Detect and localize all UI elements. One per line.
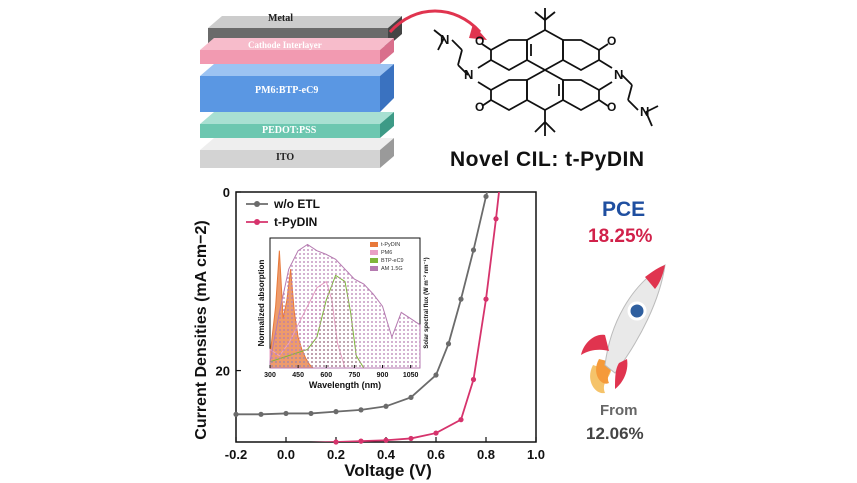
inset-x-axis-label: Wavelength (nm): [309, 380, 381, 390]
inset-legend-label: BTP-eC9: [381, 258, 404, 264]
jv-data-point: [258, 411, 264, 417]
jv-data-point: [333, 409, 339, 415]
atom-n-chain-left: N: [440, 32, 450, 47]
inset-series-area: [269, 243, 421, 369]
jv-data-point: [470, 247, 477, 253]
inset-legend-swatch: [370, 266, 378, 271]
pce-title: PCE: [602, 198, 646, 221]
layer-label-metal: Metal: [268, 13, 293, 24]
jv-data-point: [483, 296, 489, 302]
jv-y-tick-label: 20: [216, 364, 230, 379]
jv-y-axis-label: Current Densities (mA cm−2): [193, 220, 210, 439]
jv-data-point: [445, 341, 452, 347]
inset-x-tick-label: 300: [264, 372, 276, 379]
molecule-title: Novel CIL: t-PyDIN: [450, 148, 645, 171]
jv-data-point: [483, 193, 489, 200]
jv-x-tick-label: -0.2: [225, 447, 247, 462]
inset-legend-swatch: [370, 250, 378, 255]
layer-label-active: PM6:BTP-eC9: [255, 85, 319, 96]
jv-data-point: [358, 438, 364, 444]
jv-x-tick-label: 0.0: [277, 447, 295, 462]
jv-data-point: [408, 394, 414, 400]
layer-pedot: [200, 112, 394, 138]
inset-legend-swatch: [370, 242, 378, 247]
jv-legend-label: t-PyDIN: [274, 215, 317, 229]
inset-legend-swatch: [370, 258, 378, 263]
layer-active: [200, 64, 394, 112]
jv-data-point: [408, 435, 414, 442]
atom-o-3: O: [607, 34, 617, 48]
jv-legend-label: w/o ETL: [273, 197, 320, 211]
layer-ito: [200, 138, 394, 168]
pce-value: 18.25%: [588, 226, 653, 247]
jv-data-point: [458, 296, 464, 302]
jv-x-tick-label: 0.8: [477, 447, 495, 462]
inset-x-tick-label: 600: [320, 372, 332, 379]
inset-legend-label: t-PyDIN: [381, 242, 400, 248]
jv-data-point: [470, 376, 477, 383]
atom-n-right: N: [614, 67, 624, 82]
jv-series-line: [236, 192, 489, 416]
inset-legend-label: PM6: [381, 250, 392, 256]
layer-label-cathode: Cathode Interlayer: [248, 40, 322, 50]
jv-data-point: [493, 216, 499, 222]
atom-o-4: O: [607, 100, 617, 114]
jv-x-tick-label: 0.6: [427, 447, 445, 462]
device-stack: [200, 16, 402, 168]
atom-n-chain-right: N: [640, 104, 650, 119]
curved-arrow-icon: [388, 9, 487, 40]
inset-x-tick-label: 450: [292, 372, 304, 379]
jv-data-point: [233, 411, 239, 417]
jv-data-point: [433, 430, 439, 436]
jv-data-point: [308, 410, 314, 417]
jv-data-point: [458, 417, 464, 423]
jv-legend-marker: [254, 219, 260, 225]
inset-y2-axis-label: Solar spectral flux (W m⁻² nm⁻¹): [423, 257, 430, 348]
jv-series-line: [285, 192, 500, 442]
inset-x-tick-label: 750: [349, 372, 361, 379]
inset-x-tick-label: 1050: [403, 372, 419, 379]
atom-o-1: O: [475, 34, 485, 48]
jv-data-point: [283, 410, 289, 417]
jv-legend-marker: [254, 201, 260, 207]
jv-data-point: [383, 403, 389, 409]
jv-x-tick-label: 0.4: [377, 447, 396, 462]
inset-x-tick-label: 900: [377, 372, 389, 379]
layer-label-ito: ITO: [276, 152, 295, 163]
jv-data-point: [433, 372, 439, 378]
from-label: From: [600, 402, 638, 419]
inset-legend-label: AM 1.5G: [381, 266, 403, 272]
from-value: 12.06%: [586, 424, 644, 443]
atom-o-2: O: [475, 100, 485, 114]
layer-cathode-interlayer: [200, 38, 394, 64]
layer-label-pedot: PEDOT:PSS: [262, 125, 317, 136]
jv-x-tick-label: 0.2: [327, 447, 345, 462]
atom-n-left: N: [464, 67, 474, 82]
jv-x-tick-label: 1.0: [527, 447, 545, 462]
jv-y-tick-label: 0: [223, 185, 230, 200]
jv-data-point: [358, 407, 364, 413]
jv-x-axis-label: Voltage (V): [344, 461, 432, 480]
inset-y-axis-label: Normalized absorption: [257, 260, 266, 347]
jv-data-point: [383, 437, 389, 443]
molecule-structure: [433, 8, 659, 136]
jv-data-point: [333, 439, 339, 445]
rocket-icon: [581, 264, 666, 394]
